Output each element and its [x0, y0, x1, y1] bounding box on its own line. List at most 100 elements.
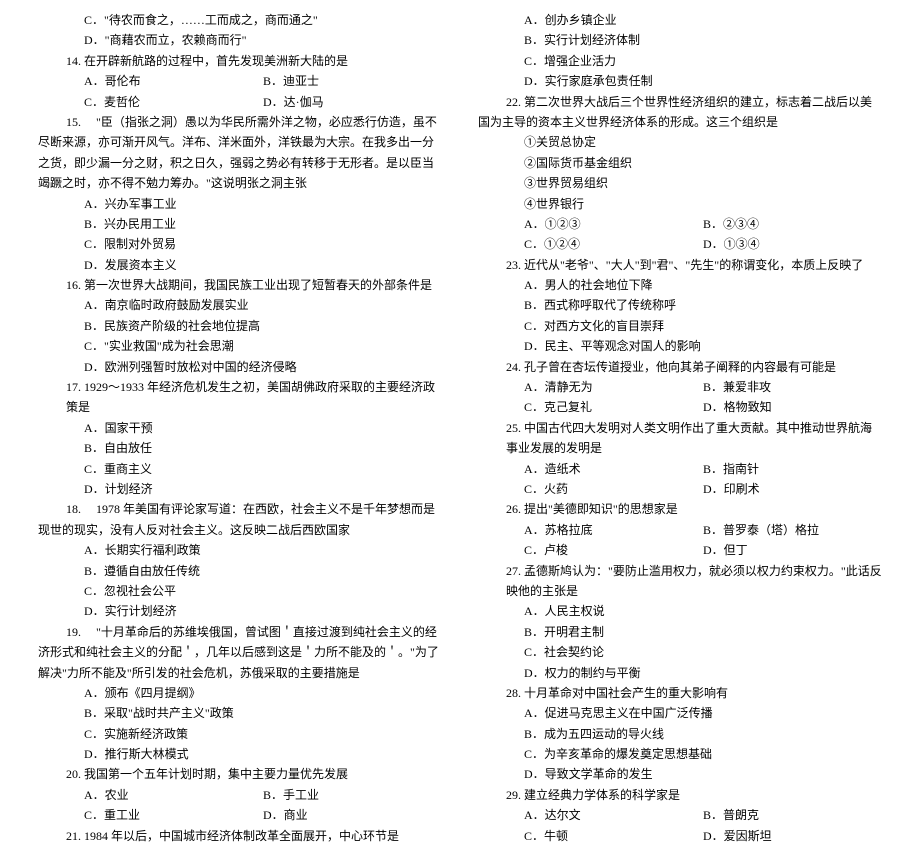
- q25-option-a: A．造纸术: [524, 459, 703, 479]
- q22-item-1: ①关贸总协定: [478, 132, 882, 152]
- q15-text: 15. "臣（指张之洞）愚以为华民所需外洋之物，必应悉行仿造，虽不尽断来源，亦可…: [38, 112, 442, 194]
- q18-option-d: D．实行计划经济: [38, 601, 442, 621]
- q19-option-c: C．实施新经济政策: [38, 724, 442, 744]
- q26-option-c: C．卢梭: [524, 540, 703, 560]
- q29-options-row2: C．牛顿 D．爱因斯坦: [478, 826, 882, 846]
- q21-option-a: A．创办乡镇企业: [478, 10, 882, 30]
- q28-option-b: B．成为五四运动的导火线: [478, 724, 882, 744]
- q24-option-c: C．克己复礼: [524, 397, 703, 417]
- q26-option-b: B．普罗泰（塔）格拉: [703, 520, 882, 540]
- q13-option-d: D．"商藉农而立，农赖商而行": [38, 30, 442, 50]
- q29-option-a: A．达尔文: [524, 805, 703, 825]
- q17-option-c: C．重商主义: [38, 459, 442, 479]
- q26-options-row2: C．卢梭 D．但丁: [478, 540, 882, 560]
- q15-option-b: B．兴办民用工业: [38, 214, 442, 234]
- q18-text: 18. 1978 年美国有评论家写道：在西欧，社会主义不是千年梦想而是现世的现实…: [38, 499, 442, 540]
- q24-option-b: B．兼爱非攻: [703, 377, 882, 397]
- q24-text: 24. 孔子曾在杏坛传道授业，他向其弟子阐释的内容最有可能是: [478, 357, 882, 377]
- q25-option-b: B．指南针: [703, 459, 882, 479]
- q27-option-a: A．人民主权说: [478, 601, 882, 621]
- q24-option-a: A．清静无为: [524, 377, 703, 397]
- q26-text: 26. 提出"美德即知识"的思想家是: [478, 499, 882, 519]
- q27-option-c: C．社会契约论: [478, 642, 882, 662]
- q23-option-b: B．西式称呼取代了传统称呼: [478, 295, 882, 315]
- q19-option-a: A．颁布《四月提纲》: [38, 683, 442, 703]
- q14-text: 14. 在开辟新航路的过程中，首先发现美洲新大陆的是: [38, 51, 442, 71]
- q21-text: 21. 1984 年以后，中国城市经济体制改革全面展开，中心环节是: [38, 826, 442, 846]
- q21-option-c: C．增强企业活力: [478, 51, 882, 71]
- q25-options-row1: A．造纸术 B．指南针: [478, 459, 882, 479]
- left-column: C．"待农而食之，……工而成之，商而通之" D．"商藉农而立，农赖商而行" 14…: [20, 10, 460, 639]
- q22-item-2: ②国际货币基金组织: [478, 153, 882, 173]
- q28-option-d: D．导致文学革命的发生: [478, 764, 882, 784]
- q17-option-d: D．计划经济: [38, 479, 442, 499]
- right-column: A．创办乡镇企业 B．实行计划经济体制 C．增强企业活力 D．实行家庭承包责任制…: [460, 10, 900, 639]
- q25-option-c: C．火药: [524, 479, 703, 499]
- q14-options-row1: A．哥伦布 B．迪亚士: [38, 71, 442, 91]
- q17-text: 17. 1929～1933 年经济危机发生之初，美国胡佛政府采取的主要经济政策是: [38, 377, 442, 418]
- exam-page: C．"待农而食之，……工而成之，商而通之" D．"商藉农而立，农赖商而行" 14…: [0, 0, 920, 649]
- q13-option-c: C．"待农而食之，……工而成之，商而通之": [38, 10, 442, 30]
- q20-option-d: D．商业: [263, 805, 442, 825]
- q16-option-c: C．"实业救国"成为社会思潮: [38, 336, 442, 356]
- q25-options-row2: C．火药 D．印刷术: [478, 479, 882, 499]
- q22-item-3: ③世界贸易组织: [478, 173, 882, 193]
- q18-option-c: C．忽视社会公平: [38, 581, 442, 601]
- q22-text: 22. 第二次世界大战后三个世界性经济组织的建立，标志着二战后以美国为主导的资本…: [478, 92, 882, 133]
- q27-text: 27. 孟德斯鸠认为："要防止滥用权力，就必须以权力约束权力。"此话反映他的主张…: [478, 561, 882, 602]
- q22-option-a: A．①②③: [524, 214, 703, 234]
- q22-option-b: B．②③④: [703, 214, 882, 234]
- q15-option-c: C．限制对外贸易: [38, 234, 442, 254]
- q20-text: 20. 我国第一个五年计划时期，集中主要力量优先发展: [38, 764, 442, 784]
- q25-option-d: D．印刷术: [703, 479, 882, 499]
- q14-option-b: B．迪亚士: [263, 71, 442, 91]
- q17-option-b: B．自由放任: [38, 438, 442, 458]
- q22-option-d: D．①③④: [703, 234, 882, 254]
- q16-option-a: A．南京临时政府鼓励发展实业: [38, 295, 442, 315]
- q23-option-a: A．男人的社会地位下降: [478, 275, 882, 295]
- q26-option-a: A．苏格拉底: [524, 520, 703, 540]
- q16-text: 16. 第一次世界大战期间，我国民族工业出现了短暂春天的外部条件是: [38, 275, 442, 295]
- q18-option-a: A．长期实行福利政策: [38, 540, 442, 560]
- q24-option-d: D．格物致知: [703, 397, 882, 417]
- q20-option-a: A．农业: [84, 785, 263, 805]
- q28-text: 28. 十月革命对中国社会产生的重大影响有: [478, 683, 882, 703]
- q24-options-row1: A．清静无为 B．兼爱非攻: [478, 377, 882, 397]
- q21-option-b: B．实行计划经济体制: [478, 30, 882, 50]
- q25-text: 25. 中国古代四大发明对人类文明作出了重大贡献。其中推动世界航海事业发展的发明…: [478, 418, 882, 459]
- q24-options-row2: C．克己复礼 D．格物致知: [478, 397, 882, 417]
- q14-option-d: D．达·伽马: [263, 92, 442, 112]
- q28-option-c: C．为辛亥革命的爆发奠定思想基础: [478, 744, 882, 764]
- q18-option-b: B．遵循自由放任传统: [38, 561, 442, 581]
- q26-options-row1: A．苏格拉底 B．普罗泰（塔）格拉: [478, 520, 882, 540]
- q22-options-row1: A．①②③ B．②③④: [478, 214, 882, 234]
- q29-options-row1: A．达尔文 B．普朗克: [478, 805, 882, 825]
- q22-options-row2: C．①②④ D．①③④: [478, 234, 882, 254]
- q27-option-b: B．开明君主制: [478, 622, 882, 642]
- q29-option-c: C．牛顿: [524, 826, 703, 846]
- q27-option-d: D．权力的制约与平衡: [478, 663, 882, 683]
- q23-option-d: D．民主、平等观念对国人的影响: [478, 336, 882, 356]
- q19-option-b: B．采取"战时共产主义"政策: [38, 703, 442, 723]
- q29-option-d: D．爱因斯坦: [703, 826, 882, 846]
- q20-option-b: B．手工业: [263, 785, 442, 805]
- q22-item-4: ④世界银行: [478, 194, 882, 214]
- q29-text: 29. 建立经典力学体系的科学家是: [478, 785, 882, 805]
- q26-option-d: D．但丁: [703, 540, 882, 560]
- q15-option-a: A．兴办军事工业: [38, 194, 442, 214]
- q17-option-a: A．国家干预: [38, 418, 442, 438]
- q14-option-c: C．麦哲伦: [84, 92, 263, 112]
- q20-options-row2: C．重工业 D．商业: [38, 805, 442, 825]
- q23-text: 23. 近代从"老爷"、"大人"到"君"、"先生"的称谓变化，本质上反映了: [478, 255, 882, 275]
- q28-option-a: A．促进马克思主义在中国广泛传播: [478, 703, 882, 723]
- q16-option-d: D．欧洲列强暂时放松对中国的经济侵略: [38, 357, 442, 377]
- q20-options-row1: A．农业 B．手工业: [38, 785, 442, 805]
- q16-option-b: B．民族资产阶级的社会地位提高: [38, 316, 442, 336]
- q19-text: 19. "十月革命后的苏维埃俄国，曾试图＇直接过渡到纯社会主义的经济形式和纯社会…: [38, 622, 442, 683]
- q20-option-c: C．重工业: [84, 805, 263, 825]
- q22-option-c: C．①②④: [524, 234, 703, 254]
- q14-options-row2: C．麦哲伦 D．达·伽马: [38, 92, 442, 112]
- q19-option-d: D．推行斯大林模式: [38, 744, 442, 764]
- q14-option-a: A．哥伦布: [84, 71, 263, 91]
- q21-option-d: D．实行家庭承包责任制: [478, 71, 882, 91]
